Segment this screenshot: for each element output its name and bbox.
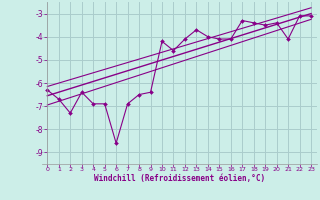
X-axis label: Windchill (Refroidissement éolien,°C): Windchill (Refroidissement éolien,°C) bbox=[94, 174, 265, 183]
